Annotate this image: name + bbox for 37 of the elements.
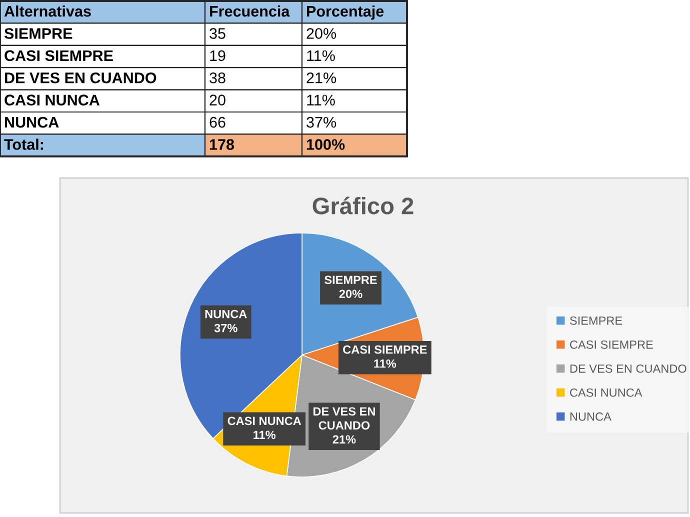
legend-label: CASI SIEMPRE (570, 340, 653, 349)
slice-label: CASI SIEMPRE (343, 345, 427, 354)
text: 20% (306, 28, 336, 39)
slice-label: SIEMPRE (324, 276, 377, 284)
text: 38 (210, 72, 226, 84)
text: 19 (210, 50, 226, 62)
text: Porcentaje (307, 5, 384, 20)
text: 21% (306, 72, 336, 84)
data-label: 11% (374, 359, 396, 368)
text: Gráfico 2 (312, 196, 414, 214)
legend-label: CASI NUNCA (570, 388, 642, 397)
category-label: NUNCA (5, 116, 59, 128)
data-label: 11% (254, 430, 276, 440)
text: Total: (4, 138, 43, 150)
legend-label: DE VES EN CUANDO (570, 364, 686, 373)
category-label: SIEMPRE (4, 28, 72, 39)
text: 37% (214, 324, 238, 332)
text: 11% (307, 50, 335, 62)
category-label: CASI NUNCA (4, 94, 100, 106)
data-label: 20% (339, 290, 362, 298)
slice-label: DE VES EN CUANDO (314, 407, 375, 430)
text: 11% (307, 94, 335, 106)
text: 35 (210, 28, 226, 39)
slice-label: NUNCA (205, 310, 247, 318)
text: 100% (306, 139, 345, 150)
text: 20 (210, 94, 226, 106)
text: Alternativas (4, 5, 91, 17)
legend-label: NUNCA (570, 412, 612, 421)
data-label: 21% (332, 435, 356, 444)
category-label: CASI SIEMPRE (4, 50, 113, 62)
text: 66 (210, 116, 226, 128)
category-label: DE VES EN CUANDO (5, 72, 156, 84)
data-label: 37% (306, 116, 336, 128)
text: Frecuencia (210, 5, 290, 17)
text: 178 (210, 139, 234, 150)
legend-label: SIEMPRE (570, 316, 622, 325)
slice-label: CASI NUNCA (228, 416, 302, 426)
